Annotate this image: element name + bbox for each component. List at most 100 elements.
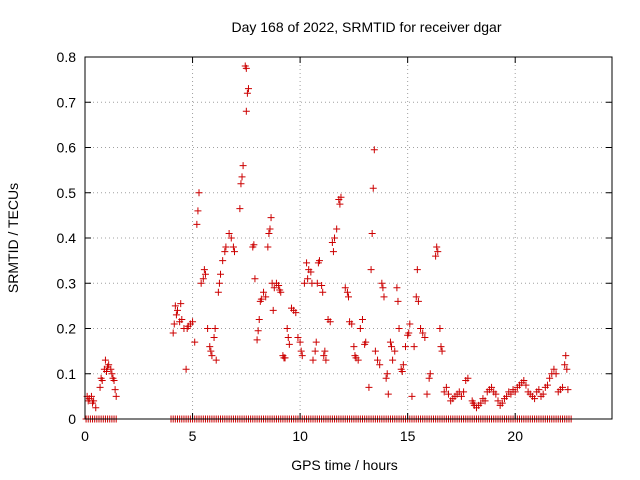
data-point [217,270,225,278]
data-point [367,266,375,274]
data-point [108,370,116,378]
data-point [177,300,185,308]
data-point [552,370,560,378]
data-point [98,377,106,385]
data-point [378,279,386,287]
data-point [564,386,572,394]
data-point [333,225,341,233]
data-point [307,268,315,276]
data-point [412,293,420,301]
data-point [384,390,392,398]
data-point [221,248,229,256]
data-point [348,320,356,328]
data-point [437,343,445,351]
data-point [398,367,406,375]
data-point [426,370,434,378]
data-point [399,361,407,369]
data-point [255,315,263,323]
data-point [309,356,317,364]
data-point [481,397,489,405]
data-point [413,266,421,274]
data-point [172,311,180,319]
data-point [354,356,362,364]
y-tick-label: 0.3 [57,275,77,291]
data-point [546,374,554,382]
data-point [434,248,442,256]
data-point [328,239,336,247]
data-point [275,282,283,290]
data-point [294,334,302,342]
data-point [229,243,237,251]
data-point [423,390,431,398]
data-point [297,347,305,355]
chart-title: Day 168 of 2022, SRMTID for receiver dga… [231,19,501,35]
data-point [379,284,387,292]
data-point [265,229,273,237]
data-point [222,243,230,251]
data-point [464,374,472,382]
data-point [345,293,352,301]
grid-lines [85,57,612,419]
data-point [350,343,358,351]
data-point [191,338,199,346]
data-point [238,173,246,181]
data-point [225,229,233,237]
data-point [520,377,528,385]
data-point [376,361,384,369]
data-point [414,297,422,305]
data-point [105,361,113,369]
data-point [438,347,446,355]
data-point [292,309,300,317]
x-tick-label: 15 [400,428,416,444]
y-tick-label: 0 [68,411,76,427]
data-point [207,347,215,355]
data-point [417,325,425,332]
data-point [394,297,402,305]
data-point [543,381,551,389]
x-tick-label: 0 [81,428,89,444]
data-point [253,336,261,344]
data-point [331,234,339,242]
data-point [266,225,274,233]
data-point [369,184,377,192]
data-point [336,200,344,208]
data-point [262,293,270,301]
data-point [277,288,285,296]
y-tick-label: 0.8 [57,49,77,65]
data-point [257,295,265,303]
data-point [311,347,319,355]
data-point [433,243,441,251]
data-point [380,293,388,301]
data-point [329,248,337,256]
data-point [242,64,250,72]
plot-frame [84,56,613,420]
data-point [507,390,515,398]
data-point [457,392,465,400]
data-point [214,288,222,296]
data-point [194,207,202,215]
data-point [393,284,401,292]
data-point [296,338,304,346]
data-point [210,334,218,342]
data-point [315,257,323,265]
data-point [237,180,245,188]
data-point [498,399,506,407]
data-point [298,352,306,360]
data-point [250,241,258,249]
x-tick-label: 5 [189,428,197,444]
data-point [405,329,413,337]
data-point [419,329,427,337]
data-point [230,248,238,256]
data-point [362,338,370,346]
data-point [337,193,345,201]
data-point [251,275,259,283]
data-point [285,340,293,348]
data-point [522,381,530,389]
data-point [442,383,450,391]
data-point [445,390,453,398]
data-point [236,205,244,213]
data-point [312,338,320,346]
data-point [386,338,394,346]
data-point [460,388,468,396]
data-point [341,284,349,292]
